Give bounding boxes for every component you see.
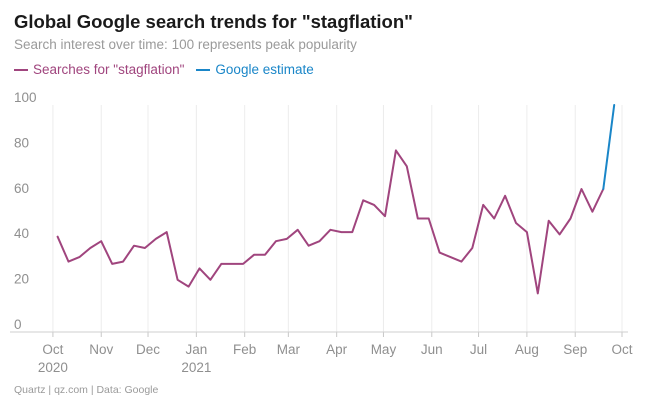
x-tick-label: Oct [611, 342, 632, 357]
x-tick-sublabel: 2020 [38, 360, 68, 375]
legend-item-searches: Searches for "stagflation" [14, 62, 184, 77]
legend: Searches for "stagflation" Google estima… [14, 62, 326, 77]
legend-label-estimate: Google estimate [215, 62, 314, 77]
legend-label-searches: Searches for "stagflation" [33, 62, 185, 77]
x-tick-label: Feb [233, 342, 256, 357]
y-tick-label: 0 [14, 317, 22, 332]
x-tick-label: Jul [470, 342, 487, 357]
x-tick-label: Aug [515, 342, 539, 357]
x-tick-label: Oct [42, 342, 63, 357]
y-tick-label: 100 [14, 90, 37, 105]
x-tick-label: Jan [185, 342, 207, 357]
legend-item-estimate: Google estimate [196, 62, 314, 77]
x-tick-label: Nov [89, 342, 113, 357]
source-footer: Quartz | qz.com | Data: Google [14, 384, 159, 396]
y-tick-label: 80 [14, 135, 29, 150]
y-tick-label: 20 [14, 272, 29, 287]
chart-title: Global Google search trends for "stagfla… [14, 11, 413, 32]
chart-subtitle: Search interest over time: 100 represent… [14, 37, 357, 52]
x-tick-label: May [371, 342, 397, 357]
legend-swatch-searches [14, 68, 28, 71]
y-tick-label: 40 [14, 226, 29, 241]
x-tick-label: Mar [277, 342, 301, 357]
x-tick-label: Dec [136, 342, 160, 357]
x-tick-sublabel: 2021 [181, 360, 211, 375]
series-line-estimate [602, 104, 616, 190]
x-tick-label: Sep [563, 342, 587, 357]
y-tick-label: 60 [14, 181, 29, 196]
legend-swatch-estimate [196, 68, 211, 71]
x-tick-label: Apr [326, 342, 348, 357]
series-line-searches [56, 149, 605, 295]
x-tick-label: Jun [421, 342, 443, 357]
